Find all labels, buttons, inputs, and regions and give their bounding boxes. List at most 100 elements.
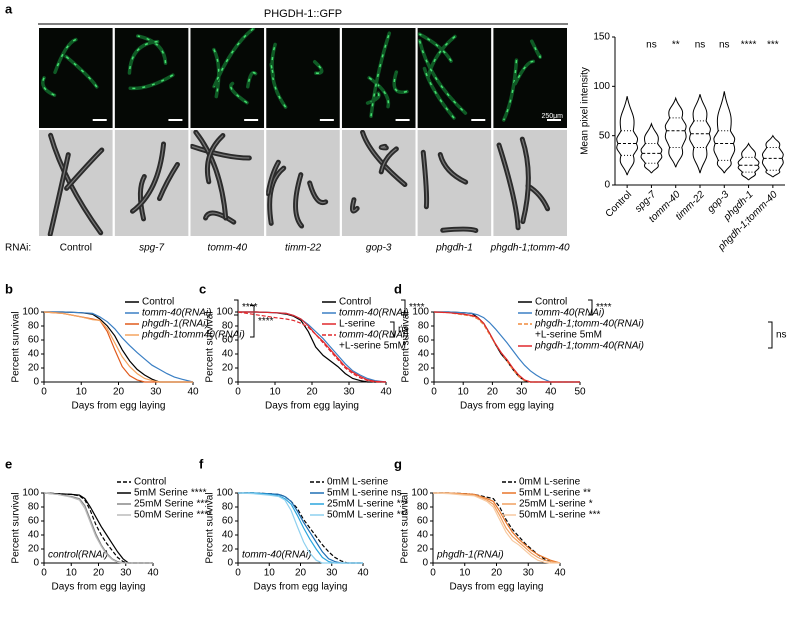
significance: ****	[596, 302, 612, 313]
violin	[616, 96, 639, 176]
worm	[229, 81, 249, 105]
violin	[713, 91, 736, 174]
legend-label: 0mM L-serine	[519, 477, 581, 488]
x-tick-label: 30	[326, 568, 338, 579]
worm-core	[351, 199, 358, 212]
legend-label: 25mM L-serine	[519, 499, 586, 510]
survival-curve	[433, 492, 561, 564]
y-tick-label: 20	[222, 544, 234, 555]
worm-core	[361, 132, 406, 185]
y-tick-label: 0	[423, 377, 429, 388]
worm-core	[439, 154, 466, 183]
x-tick-label: 30	[150, 387, 162, 398]
x-tick-label: 0	[431, 387, 437, 398]
x-tick-label: 40	[545, 387, 557, 398]
y-tick-label: 20	[28, 544, 40, 555]
legend-note: +L-serine 5mM	[339, 341, 406, 352]
fluorescence-image	[341, 28, 416, 128]
worm-glow	[370, 32, 391, 117]
x-tick-label: 0	[235, 387, 241, 398]
x-tick-label: 20	[487, 387, 499, 398]
condition-label: phgdh-1	[435, 243, 473, 254]
x-axis-label: Days from egg laying	[460, 401, 554, 412]
significance: ***	[397, 499, 409, 510]
x-axis-label: Days from egg laying	[450, 582, 544, 593]
legend-label: 50mM L-serine	[519, 510, 586, 521]
violin	[761, 134, 784, 178]
legend-label: phgdh-1tomm40(RNAi)	[141, 330, 245, 341]
bracket	[390, 321, 395, 338]
worm-glow	[418, 40, 466, 114]
rnai-label: RNAi:	[5, 243, 31, 254]
worm	[502, 58, 519, 122]
worm-core	[521, 138, 529, 222]
significance: ****	[191, 488, 207, 499]
x-tick-label: 0	[41, 387, 47, 398]
x-tick-label: 30	[523, 568, 535, 579]
legend-label: phgdh-1(RNAi)	[141, 319, 209, 330]
worm-core	[66, 149, 103, 189]
condition-label: Control	[60, 243, 92, 254]
legend-label: phgdh-1;tomm-40(RNAi)	[534, 319, 644, 330]
y-axis-label: Percent survival	[205, 311, 216, 382]
worm-core	[380, 148, 397, 173]
significance: ns	[776, 330, 787, 341]
legend-note: +L-serine 5mM	[535, 330, 602, 341]
legend-label: tomm-40(RNAi)	[142, 308, 211, 319]
worm-glow	[213, 28, 254, 87]
x-tick-label: Control	[604, 189, 635, 220]
legend-label: tomm-40(RNAi)	[535, 308, 604, 319]
violin	[664, 96, 687, 168]
y-tick-label: 60	[28, 516, 40, 527]
y-tick-label: 100	[411, 488, 428, 499]
y-tick-label: 20	[222, 363, 234, 374]
panel-label: d	[394, 281, 402, 296]
worm-glow	[213, 49, 220, 97]
scale-bar-label: 250μm	[541, 113, 563, 120]
worm-core	[206, 135, 224, 182]
significance: ****	[258, 316, 274, 327]
significance: **	[672, 40, 680, 51]
panel-label: e	[5, 456, 12, 471]
legend-label: tomm-40(RNAi)	[339, 308, 408, 319]
significance: ns	[391, 488, 402, 499]
worm-glow	[393, 71, 408, 93]
worm-glow	[271, 44, 287, 108]
brightfield-image	[190, 130, 265, 236]
brightfield-image	[39, 130, 113, 236]
bracket	[768, 321, 773, 349]
y-tick-label: 80	[417, 502, 429, 513]
worm-glow	[65, 55, 98, 88]
x-tick-label: 10	[269, 387, 281, 398]
legend-label: 0mM L-serine	[327, 477, 389, 488]
legend-label: 5mM Serine	[134, 488, 188, 499]
legend-label: Control	[142, 297, 174, 308]
y-tick-label: 50	[599, 130, 611, 141]
bracket	[250, 305, 255, 338]
brightfield-image	[114, 130, 189, 236]
significance: ns	[695, 40, 706, 51]
x-tick-label: 40	[357, 568, 369, 579]
x-tick-label: 30	[343, 387, 355, 398]
fluorescence-image	[266, 28, 340, 128]
image-background	[266, 28, 340, 128]
x-axis-label: Days from egg laying	[52, 582, 146, 593]
x-tick-label: 30	[516, 387, 528, 398]
y-tick-label: 60	[418, 335, 430, 346]
y-tick-label: 20	[418, 363, 430, 374]
worm-glow	[314, 61, 323, 74]
legend-label: 25mM L-serine	[327, 499, 394, 510]
y-tick-label: 60	[28, 335, 40, 346]
brightfield-image	[341, 130, 416, 236]
y-tick-label: 40	[28, 530, 40, 541]
legend-label: Control	[339, 297, 371, 308]
y-tick-label: 60	[417, 516, 429, 527]
panel-label: c	[199, 281, 206, 296]
fluorescence-image	[114, 28, 189, 128]
panel-label: b	[5, 281, 13, 296]
condition-label: timm-22	[285, 243, 322, 254]
bracket	[588, 299, 593, 316]
panel-label: g	[394, 456, 402, 471]
violin	[640, 122, 663, 174]
fluorescence-image	[190, 28, 265, 128]
